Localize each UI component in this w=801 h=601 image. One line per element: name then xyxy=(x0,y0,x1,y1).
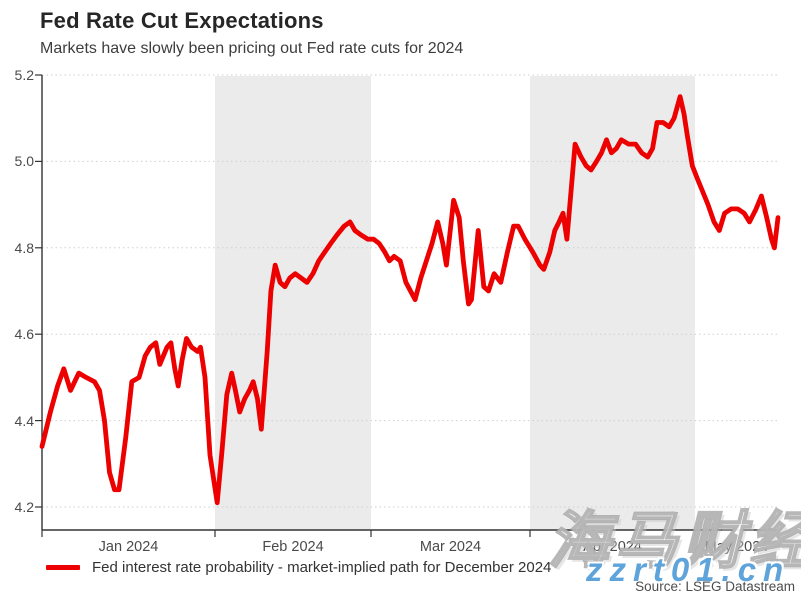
legend-line-swatch xyxy=(46,565,80,570)
y-tick-label: 4.4 xyxy=(14,412,34,429)
x-tick-label: May 2024 xyxy=(704,539,769,555)
month-shade-band xyxy=(530,76,695,530)
chart-title: Fed Rate Cut Expectations xyxy=(40,8,324,33)
y-tick-label: 4.2 xyxy=(14,499,34,515)
source-credit: Source: LSEG Datastream xyxy=(635,579,795,594)
y-tick-label: 4.6 xyxy=(14,326,34,343)
y-tick-label: 4.8 xyxy=(14,239,34,256)
y-tick-label: 5.2 xyxy=(14,67,34,83)
legend: Fed interest rate probability - market-i… xyxy=(46,559,551,576)
month-shade-band xyxy=(215,76,371,530)
x-tick-label: Feb 2024 xyxy=(262,539,324,555)
legend-label: Fed interest rate probability - market-i… xyxy=(92,559,552,576)
y-tick-label: 5.0 xyxy=(14,153,34,170)
x-tick-label: Jan 2024 xyxy=(98,539,159,555)
x-tick-label: Mar 2024 xyxy=(419,539,482,555)
x-tick-label: Apr 2024 xyxy=(583,539,642,555)
rate-probability-line xyxy=(39,94,781,506)
chart-subtitle: Markets have slowly been pricing out Fed… xyxy=(40,40,464,57)
